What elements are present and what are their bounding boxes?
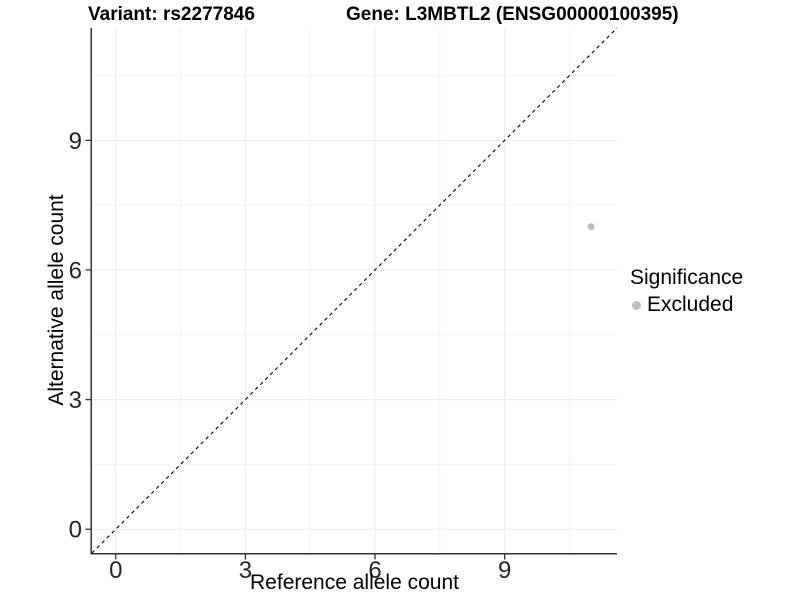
y-tick-label: 3: [69, 387, 82, 414]
plot-panel-canvas: 0 3 6 9 0 3 6 9: [69, 27, 618, 584]
x-tick-label: 6: [368, 557, 381, 584]
data-point: [587, 223, 595, 231]
plot-panel: 0 3 6 9 0 3 6 9: [69, 27, 618, 584]
plot-title-gene: Gene: L3MBTL2 (ENSG00000100395): [346, 4, 679, 25]
x-tick-label: 3: [239, 557, 252, 584]
x-tick-label: 9: [498, 557, 511, 584]
x-tick-label: 0: [109, 557, 122, 584]
identity-dashed-line: [91, 27, 618, 554]
x-axis-title: Reference allele count: [250, 571, 459, 594]
legend-title: Significance: [630, 266, 744, 289]
legend: Significance Excluded: [629, 266, 743, 317]
legend-item-excluded: Excluded: [629, 293, 743, 317]
y-tick-label: 0: [69, 517, 82, 544]
y-axis-title: Alternative allele count: [45, 194, 68, 406]
legend-item-label: Excluded: [647, 293, 734, 316]
y-tick-label: 9: [69, 128, 82, 155]
legend-point-icon: [632, 300, 641, 310]
plot-title-variant: Variant: rs2277846: [88, 4, 255, 25]
y-tick-label: 6: [69, 257, 82, 284]
